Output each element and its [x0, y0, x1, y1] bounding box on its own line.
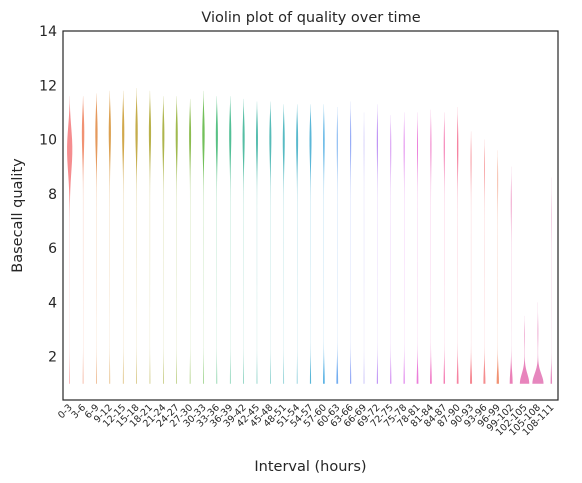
violin-30-33	[202, 90, 205, 384]
chart-title: Violin plot of quality over time	[201, 10, 420, 26]
violin-87-90	[456, 106, 459, 384]
violin-57-60	[323, 104, 325, 384]
violin-42-45	[255, 101, 258, 384]
violin-72-75	[390, 115, 392, 384]
violin-24-27	[175, 96, 178, 384]
y-tick-label: 4	[48, 295, 57, 311]
violin-33-36	[215, 96, 218, 384]
violin-69-72	[376, 104, 378, 384]
y-tick-label: 14	[39, 24, 57, 40]
y-axis-label: Basecall quality	[10, 158, 26, 273]
plot-frame	[62, 30, 559, 401]
violin-96-99	[496, 150, 499, 384]
violin-12-15	[122, 90, 125, 384]
violin-93-96	[483, 139, 486, 384]
violin-6-9	[95, 93, 98, 384]
x-axis-ticks: 0-33-66-99-1212-1515-1818-2121-2424-2727…	[56, 402, 556, 438]
y-tick-label: 6	[48, 241, 57, 257]
violin-63-66	[350, 101, 352, 384]
violin-108-111	[550, 177, 553, 384]
violin-3-6	[81, 96, 85, 384]
violin-81-84	[430, 109, 432, 384]
violin-9-12	[108, 90, 111, 384]
violin-36-39	[229, 96, 232, 384]
y-tick-label: 12	[39, 78, 57, 94]
violins-group	[67, 87, 553, 384]
violin-18-21	[148, 90, 152, 384]
violin-0-3	[67, 96, 73, 384]
violin-99-102	[509, 166, 513, 384]
y-axis-ticks: 2 4 6 8 10 12 14	[39, 24, 57, 366]
violin-45-48	[269, 101, 272, 384]
violin-66-69	[363, 112, 365, 384]
violin-102-105	[519, 315, 530, 384]
violin-54-57	[309, 104, 312, 384]
violin-21-24	[162, 96, 165, 384]
violin-48-51	[282, 104, 285, 384]
violin-15-18	[135, 87, 138, 384]
violin-60-63	[336, 106, 339, 384]
x-axis-label: Interval (hours)	[254, 459, 366, 475]
violin-75-78	[403, 112, 405, 384]
y-tick-label: 8	[48, 187, 57, 203]
violin-105-108	[532, 302, 544, 384]
violin-51-54	[296, 104, 299, 384]
violin-78-81	[416, 112, 419, 384]
y-tick-label: 10	[39, 133, 57, 149]
violin-90-93	[470, 131, 473, 384]
violin-39-42	[242, 98, 245, 384]
y-tick-label: 2	[48, 350, 57, 366]
violin-84-87	[443, 112, 446, 384]
violin-27-30	[189, 98, 192, 384]
